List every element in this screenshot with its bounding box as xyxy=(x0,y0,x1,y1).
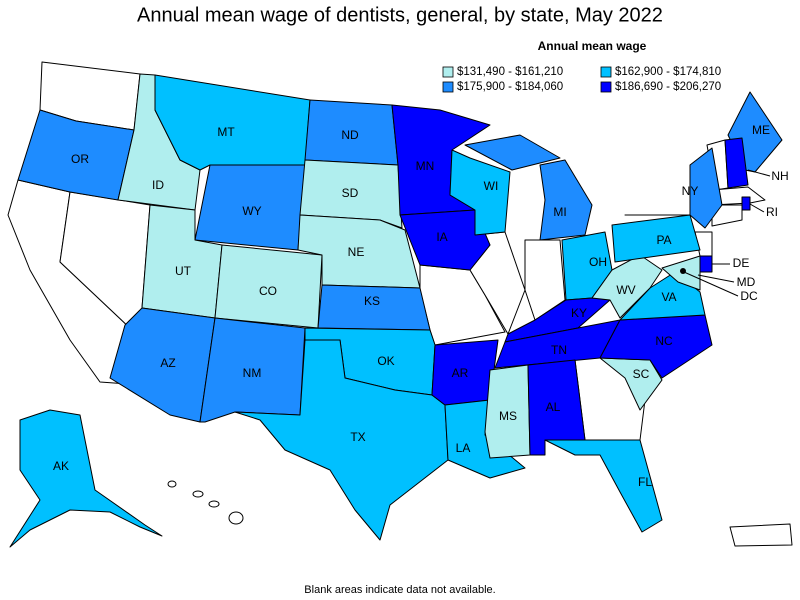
state-shape xyxy=(624,147,723,229)
legend-swatch xyxy=(600,66,612,78)
state-label: NM xyxy=(243,366,262,380)
state-label: AK xyxy=(53,459,69,473)
state-label: OH xyxy=(589,255,607,269)
leader-line xyxy=(749,203,765,213)
state-label: ND xyxy=(341,128,359,142)
state-label: OK xyxy=(377,354,394,368)
state-label: FL xyxy=(638,475,652,489)
state-label: NE xyxy=(348,245,365,259)
state-shape xyxy=(154,74,311,171)
state-label: AL xyxy=(546,400,561,414)
state-label: TX xyxy=(350,430,365,444)
state-label: MI xyxy=(553,205,566,219)
state-label: UT xyxy=(175,264,192,278)
state-label: WY xyxy=(242,204,261,218)
state-label: IA xyxy=(436,230,447,244)
state-label: DC xyxy=(740,289,758,303)
state-label: LA xyxy=(456,441,471,455)
state-label: WV xyxy=(616,283,635,297)
state-label: WI xyxy=(484,179,499,193)
state-label: ID xyxy=(152,178,164,192)
state-shape xyxy=(729,523,793,547)
dc-dot xyxy=(680,268,686,274)
state-shape xyxy=(741,196,751,211)
state-shape xyxy=(228,511,244,525)
state-label: NH xyxy=(771,169,788,183)
state-label: MS xyxy=(499,409,517,423)
state-label: KY xyxy=(571,306,587,320)
state-shape xyxy=(699,255,713,273)
state-label: TN xyxy=(551,343,567,357)
legend-label: $131,490 - $161,210 xyxy=(457,66,563,78)
state-shape xyxy=(192,490,204,498)
leader-line xyxy=(683,271,739,297)
state-shape xyxy=(484,364,531,459)
state-label: VA xyxy=(661,290,676,304)
state-shape xyxy=(591,254,663,319)
state-label: AR xyxy=(452,366,469,380)
legend-swatch xyxy=(600,81,612,93)
states xyxy=(7,61,793,548)
legend-label: $175,900 - $184,060 xyxy=(457,81,563,93)
state-label: RI xyxy=(766,205,778,219)
state-shape xyxy=(9,409,163,548)
state-label: OR xyxy=(71,152,89,166)
state-shape xyxy=(724,137,749,189)
state-label: MT xyxy=(217,125,235,139)
state-shape xyxy=(611,214,701,263)
state-shape xyxy=(208,500,220,508)
leader-line xyxy=(747,169,771,177)
state-label: KS xyxy=(364,294,380,308)
leader-line xyxy=(697,274,735,283)
state-label: AZ xyxy=(160,356,175,370)
state-label: SD xyxy=(342,186,359,200)
state-label: ME xyxy=(752,123,770,137)
legend-swatch xyxy=(442,66,454,78)
legend-label: $162,900 - $174,810 xyxy=(615,66,721,78)
legend-label: $186,690 - $206,270 xyxy=(615,81,721,93)
state-shape xyxy=(167,480,177,488)
state-label: DE xyxy=(733,256,750,270)
state-label: SC xyxy=(633,367,650,381)
state-label: CO xyxy=(259,284,277,298)
state-label: PA xyxy=(656,233,671,247)
state-shape xyxy=(544,439,663,533)
state-shape xyxy=(399,209,491,271)
state-shape xyxy=(449,149,511,236)
state-label: NC xyxy=(655,334,673,348)
legend-swatch xyxy=(442,81,454,93)
state-shape xyxy=(234,339,449,541)
legend: $131,490 - $161,210 $162,900 - $174,810 $1… xyxy=(442,66,721,93)
state-label: NY xyxy=(682,184,699,198)
state-label: MD xyxy=(737,275,756,289)
state-shape xyxy=(464,134,593,241)
state-label: MN xyxy=(416,159,435,173)
footnote: Blank areas indicate data not available. xyxy=(304,584,495,596)
map-title: Annual mean wage of dentists, general, b… xyxy=(137,4,663,26)
legend-title: Annual mean wage xyxy=(538,39,647,53)
state-labels: OR ID MT WY UT CO AZ NM ND SD NE KS OK T… xyxy=(53,123,789,489)
